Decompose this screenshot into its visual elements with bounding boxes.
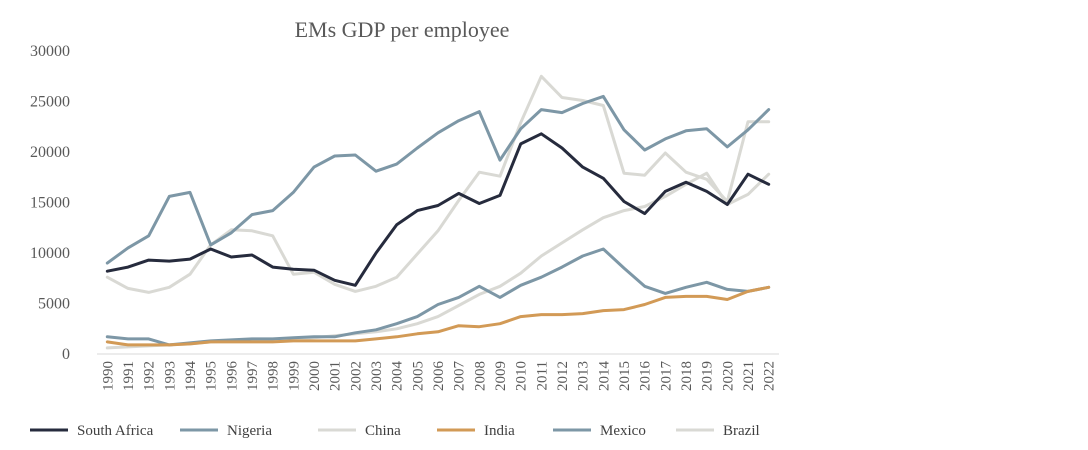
x-tick-label: 2004 xyxy=(390,361,406,392)
legend-label: Nigeria xyxy=(227,423,272,439)
y-tick-label: 5000 xyxy=(38,296,70,313)
legend: South Africa Nigeria China India Mexico Brazi… xyxy=(30,423,760,439)
series-line-china xyxy=(105,171,771,350)
x-tick-label: 2013 xyxy=(576,361,592,391)
x-tick-label: 2021 xyxy=(741,361,757,391)
x-tick-label: 1993 xyxy=(162,361,178,391)
legend-label: Mexico xyxy=(600,423,646,439)
y-tick-label: 15000 xyxy=(30,195,70,212)
plot-area xyxy=(105,74,771,350)
legend-label: South Africa xyxy=(77,423,154,439)
x-tick-label: 1997 xyxy=(245,361,261,392)
x-tick-label: 2007 xyxy=(452,361,468,392)
x-tick-label: 2010 xyxy=(514,361,530,391)
y-tick-label: 0 xyxy=(62,346,70,363)
x-tick-label: 2014 xyxy=(596,361,612,392)
x-tick-label: 2018 xyxy=(679,361,695,391)
x-tick-label: 2022 xyxy=(762,361,778,391)
x-tick-label: 2020 xyxy=(720,361,736,391)
x-tick-label: 2009 xyxy=(493,361,509,391)
legend-label: China xyxy=(365,423,401,439)
y-tick-label: 25000 xyxy=(30,94,70,111)
x-tick-label: 2019 xyxy=(700,361,716,391)
y-tick-label: 10000 xyxy=(30,245,70,262)
legend-label: India xyxy=(484,423,515,439)
x-tick-label: 1998 xyxy=(266,361,282,391)
x-tick-label: 1995 xyxy=(204,361,220,391)
x-tick-label: 2002 xyxy=(348,361,364,391)
x-tick-label: 2016 xyxy=(638,361,654,392)
x-tick-label: 1990 xyxy=(100,361,116,391)
x-tick-label: 2008 xyxy=(472,361,488,391)
x-tick-label: 2001 xyxy=(328,361,344,391)
x-tick-label: 1999 xyxy=(286,361,302,391)
x-axis: 1990 1991 1992 1993 1994 1995 1996 1997 1998 1999… xyxy=(100,361,777,392)
x-tick-label: 1991 xyxy=(121,361,137,391)
x-tick-label: 2011 xyxy=(534,361,550,390)
x-tick-label: 1992 xyxy=(142,361,158,391)
y-axis: 0 5000 10000 15000 20000 25000 30000 xyxy=(30,43,70,363)
x-tick-label: 2000 xyxy=(307,361,323,391)
x-tick-label: 2015 xyxy=(617,361,633,391)
series-line-south-africa xyxy=(105,132,771,287)
x-tick-label: 1994 xyxy=(183,361,199,392)
chart-title: EMs GDP per employee xyxy=(295,17,510,42)
series-line-brazil xyxy=(105,74,771,294)
series-line-nigeria xyxy=(105,94,771,265)
x-tick-label: 2017 xyxy=(658,361,674,392)
x-tick-label: 2006 xyxy=(431,361,447,392)
series-line-india xyxy=(105,285,771,347)
x-tick-label: 1996 xyxy=(224,361,240,392)
x-tick-label: 2003 xyxy=(369,361,385,391)
x-tick-label: 2012 xyxy=(555,361,571,391)
y-tick-label: 20000 xyxy=(30,144,70,161)
y-tick-label: 30000 xyxy=(30,43,70,60)
x-tick-label: 2005 xyxy=(410,361,426,391)
legend-label: Brazil xyxy=(723,423,760,439)
